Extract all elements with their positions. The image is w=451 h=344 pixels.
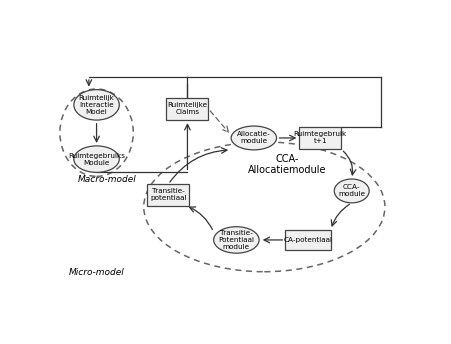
Ellipse shape: [334, 179, 369, 203]
Ellipse shape: [74, 146, 119, 172]
Ellipse shape: [74, 90, 119, 120]
Text: CA-potentiaal: CA-potentiaal: [284, 237, 332, 243]
Text: Micro-model: Micro-model: [69, 268, 124, 277]
FancyBboxPatch shape: [285, 230, 331, 250]
Text: Ruimtegebruiks
Module: Ruimtegebruiks Module: [68, 153, 125, 166]
Text: Transitie-
Potentiaal
module: Transitie- Potentiaal module: [218, 230, 254, 250]
Text: Transitie-
potentiaal: Transitie- potentiaal: [150, 189, 186, 201]
Text: Macro-model: Macro-model: [78, 175, 136, 184]
Ellipse shape: [231, 126, 276, 150]
FancyBboxPatch shape: [299, 127, 341, 149]
FancyBboxPatch shape: [166, 98, 208, 120]
Text: CCA-
Allocatiemodule: CCA- Allocatiemodule: [248, 154, 327, 175]
Ellipse shape: [214, 227, 259, 253]
Text: Ruimtelijke
Claims: Ruimtelijke Claims: [167, 102, 207, 115]
Text: Ruimtegebruik
t+1: Ruimtegebruik t+1: [294, 131, 347, 144]
Text: CCA-
module: CCA- module: [338, 184, 365, 197]
Text: Allocatie-
module: Allocatie- module: [237, 131, 271, 144]
Text: Ruimtelijk
Interactie
Model: Ruimtelijk Interactie Model: [78, 95, 115, 115]
FancyBboxPatch shape: [147, 184, 189, 205]
